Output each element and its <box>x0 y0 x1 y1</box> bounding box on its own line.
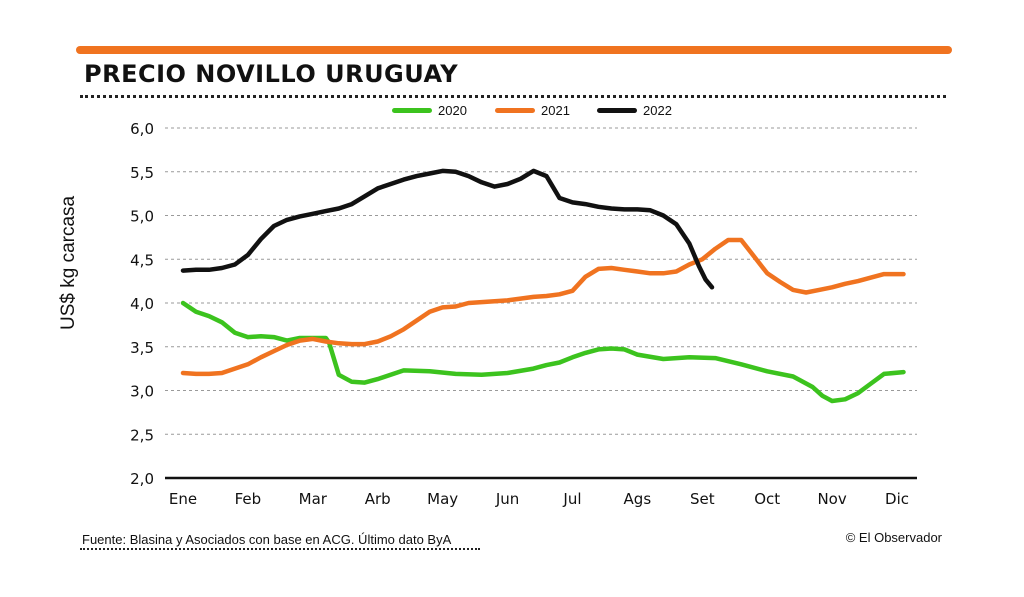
x-tick-label: Ags <box>624 490 652 508</box>
x-tick-label: Dic <box>885 490 909 508</box>
y-tick-label: 3,0 <box>130 383 154 401</box>
title-divider <box>80 95 946 98</box>
y-tick-label: 2,0 <box>130 470 154 488</box>
legend-label-2020: 2020 <box>438 102 467 118</box>
series-line-2021 <box>180 237 906 377</box>
legend-swatch-2022 <box>597 107 637 113</box>
legend-swatch-2020 <box>392 107 432 113</box>
legend-swatch-2021 <box>495 107 535 113</box>
legend-item-2022: 2022 <box>597 100 672 120</box>
legend-item-2021: 2021 <box>495 100 570 120</box>
x-tick-label: Ene <box>169 490 197 508</box>
legend-label-2021: 2021 <box>541 102 570 118</box>
x-tick-label: Arb <box>365 490 391 508</box>
credit-note: © El Observador <box>845 530 942 545</box>
x-tick-label: Jun <box>495 490 519 508</box>
series-line-2022 <box>180 168 715 290</box>
x-tick-label: Oct <box>754 490 780 508</box>
x-tick-label: May <box>427 490 458 508</box>
x-tick-label: Mar <box>299 490 328 508</box>
legend-label-2022: 2022 <box>643 102 672 118</box>
y-tick-label: 4,0 <box>130 295 154 313</box>
legend-item-2020: 2020 <box>392 100 467 120</box>
page-title: PRECIO NOVILLO URUGUAY <box>84 60 459 88</box>
y-tick-label: 5,5 <box>130 164 154 182</box>
x-tick-label: Jul <box>562 490 581 508</box>
y-tick-label: 4,5 <box>130 251 154 269</box>
source-note: Fuente: Blasina y Asociados con base en … <box>82 532 452 547</box>
top-accent-bar <box>76 46 952 54</box>
series-line-2020 <box>180 300 906 404</box>
x-tick-label: Nov <box>817 490 846 508</box>
y-tick-label: 5,0 <box>130 208 154 226</box>
x-tick-label: Set <box>690 490 715 508</box>
chart-legend: 2020 2021 2022 <box>0 100 1024 120</box>
y-tick-label: 2,5 <box>130 426 154 444</box>
x-tick-label: Feb <box>235 490 262 508</box>
footer-divider <box>80 548 480 550</box>
y-tick-label: 3,5 <box>130 339 154 357</box>
y-tick-label: 6,0 <box>130 120 154 138</box>
